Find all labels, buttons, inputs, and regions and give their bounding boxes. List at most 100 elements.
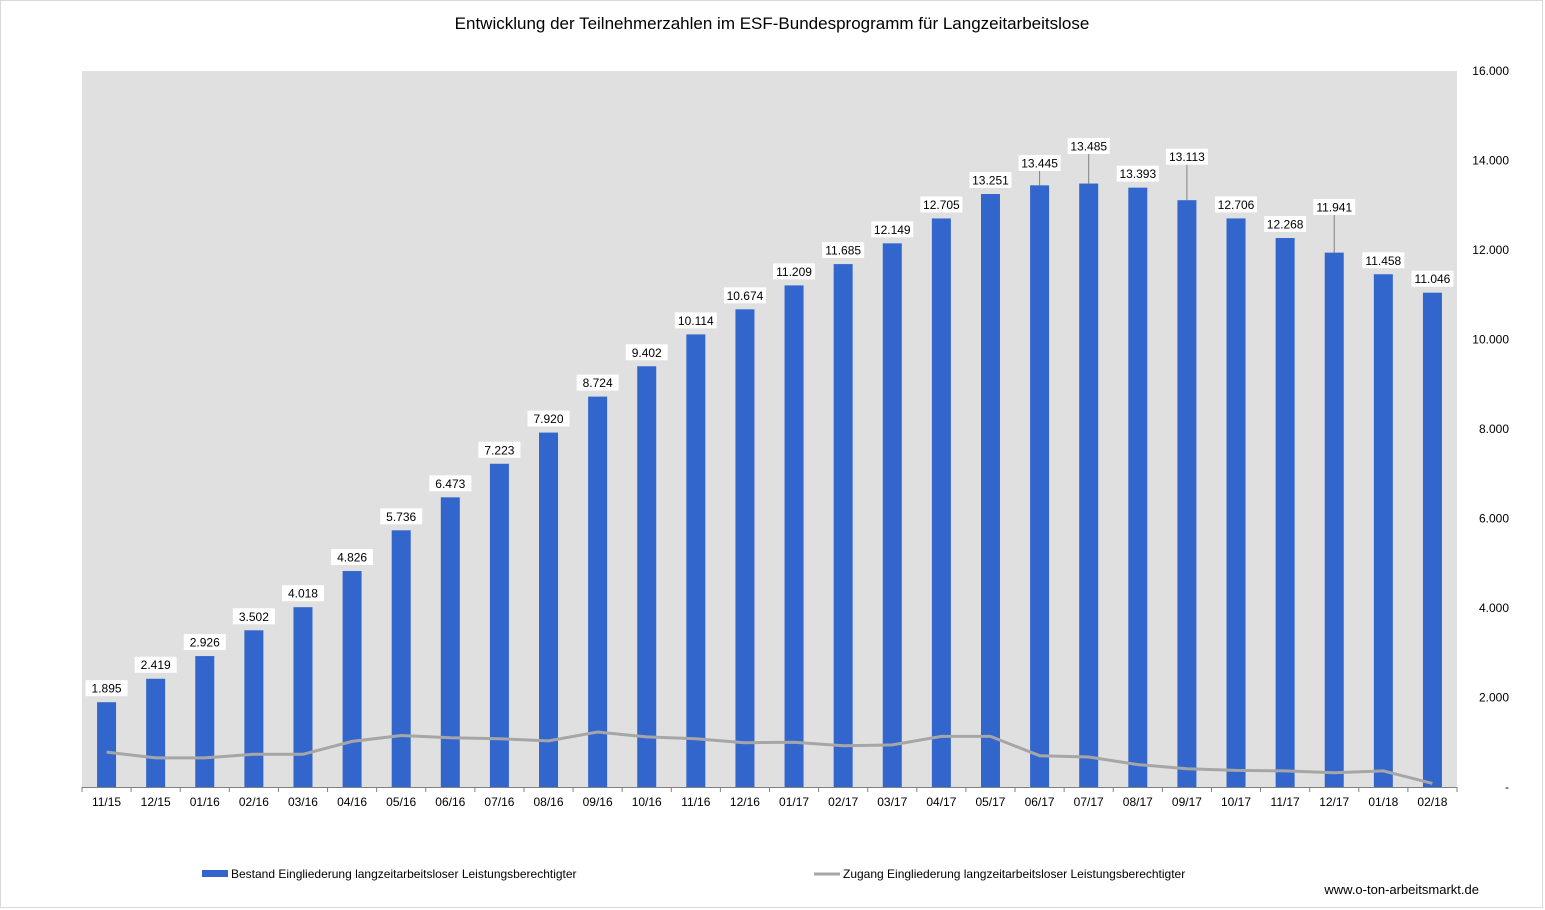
x-tick-label: 12/15 [141,795,171,809]
bar [588,396,608,787]
bar-label: 7.920 [534,412,564,426]
bar-label-box [478,441,521,458]
bar [882,243,902,787]
x-tick-label: 09/17 [1172,795,1202,809]
y-tick-label: - [1505,780,1509,794]
x-tick-label: 02/17 [828,795,858,809]
bar-label: 2.419 [141,658,171,672]
bar-label-box [281,585,324,602]
plot-area [82,71,1457,787]
bar-label: 13.251 [972,174,1009,188]
bar [735,309,755,787]
bar [1226,218,1246,787]
bar-label-box [920,196,963,213]
bar-label: 10.114 [678,314,714,328]
source-url: www.o-ton-arbeitsmarkt.de [1323,882,1479,897]
bar [391,530,411,787]
bar-label-box [1411,270,1454,287]
bar [784,285,804,787]
bar [637,366,657,787]
bar [1030,185,1050,787]
bar [686,334,706,787]
bar-label-box [429,475,472,492]
bar-label-box [969,172,1012,189]
bar-label-box [1264,216,1307,233]
bar-label: 12.706 [1218,198,1255,212]
x-tick-label: 10/17 [1221,795,1251,809]
bar-label: 2.926 [190,636,220,650]
bar-label: 12.149 [874,223,911,237]
bar-label-box [1116,165,1159,182]
x-tick-label: 08/16 [534,795,564,809]
bar [146,678,166,787]
bar-label: 12.705 [923,198,960,212]
bar [97,702,117,787]
bar-label: 4.018 [288,587,318,601]
x-tick-label: 10/16 [632,795,662,809]
x-tick-label: 01/17 [779,795,809,809]
x-tick-label: 11/17 [1271,795,1300,809]
bar [1324,252,1344,787]
x-tick-label: 11/16 [681,795,710,809]
legend: Bestand Eingliederung langzeitarbeitslos… [202,867,1185,881]
legend-bar-label: Bestand Eingliederung langzeitarbeitslos… [231,867,577,881]
bar [833,264,853,787]
y-tick-label: 16.000 [1472,64,1509,78]
bar-label-box [576,374,619,391]
bar-label-box [773,263,816,280]
x-tick-label: 03/16 [288,795,318,809]
x-tick-label: 05/17 [975,795,1005,809]
x-tick-label: 05/16 [386,795,416,809]
y-tick-label: 12.000 [1472,243,1509,257]
bar-label: 11.458 [1365,254,1401,268]
y-tick-label: 14.000 [1472,154,1509,168]
y-axis-ticks: - 2.000 4.000 6.000 8.000 10.000 12.000 14.000 1… [1472,64,1509,794]
bar [195,656,215,787]
bar-label: 9.402 [632,346,662,360]
x-tick-label: 04/17 [926,795,956,809]
bar-label-box [380,508,423,525]
x-tick-label: 01/16 [190,795,220,809]
x-tick-label: 12/17 [1319,795,1349,809]
bar-label: 11.941 [1316,201,1352,215]
x-tick-label: 07/17 [1074,795,1104,809]
bar-label: 8.724 [583,376,613,390]
bar-label: 13.393 [1119,167,1156,181]
bar [1079,183,1099,787]
x-tick-label: 06/16 [435,795,465,809]
bar [489,463,509,787]
x-tick-label: 06/17 [1025,795,1055,809]
bar [342,571,362,787]
bar-label-box [871,221,914,238]
x-tick-label: 01/18 [1368,795,1398,809]
x-tick-label: 12/16 [730,795,760,809]
bar-label-box [822,242,865,259]
y-tick-label: 2.000 [1479,691,1509,705]
bar-label-box [1362,252,1405,269]
bar-label: 4.826 [337,551,367,565]
bar-label: 11.685 [825,244,861,258]
bar-label: 12.268 [1267,218,1304,232]
bar-label-box [674,312,717,329]
x-tick-label: 11/15 [92,795,121,809]
bar-series [97,183,1442,788]
bar-label-box [183,634,226,651]
bar-label-box [1067,138,1110,155]
bar-label: 10.674 [727,289,764,303]
legend-bar-swatch [202,870,228,877]
bar-label: 3.502 [239,610,269,624]
bar-label-box [527,410,570,427]
bar [980,194,1000,787]
bar-label-box [331,549,374,566]
bar-label-box [134,656,177,673]
bar-label: 13.485 [1070,140,1107,154]
y-tick-label: 6.000 [1479,512,1509,526]
bar-label: 13.113 [1169,150,1205,164]
bar [931,218,951,788]
x-tick-label: 07/16 [484,795,514,809]
bar-label: 5.736 [386,510,416,524]
bar [244,630,264,787]
x-tick-label: 04/16 [337,795,367,809]
bar [293,607,313,787]
